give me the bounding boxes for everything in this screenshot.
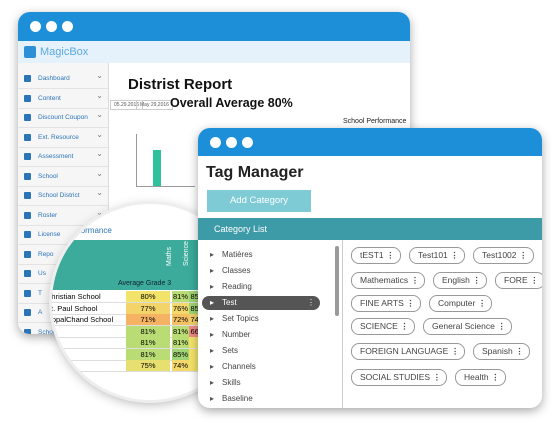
category-item[interactable]: Number	[202, 328, 320, 342]
menu-item[interactable]: Assessment	[18, 144, 108, 167]
scrollbar[interactable]	[335, 246, 339, 316]
menu-label: Discount Coupon	[38, 114, 88, 121]
menu-label: Content	[38, 94, 61, 102]
tag[interactable]: SCIENCE	[351, 318, 415, 335]
score-cell: 77%	[126, 302, 170, 314]
score-cell: 81%	[126, 348, 170, 360]
column-header: Science	[183, 241, 190, 266]
logo: MagicBox	[23, 46, 89, 58]
front-window: Tag Manager Add Category Category List M…	[198, 128, 542, 408]
score-cell: 74%	[172, 360, 189, 371]
menu-label: School	[38, 172, 58, 180]
menu-label: A	[38, 309, 43, 316]
menu-item[interactable]: School District	[18, 183, 108, 206]
menu-item[interactable]: Ext. Resource	[18, 125, 108, 148]
tag[interactable]: tEST1	[351, 247, 401, 264]
tag[interactable]: Health	[455, 369, 506, 386]
school-name: Christian School	[52, 292, 101, 301]
menu-label: License	[38, 231, 61, 238]
category-item[interactable]: Classes	[202, 264, 320, 278]
menu-item[interactable]: Discount Coupon	[18, 105, 108, 128]
tag[interactable]: Mathematics	[351, 272, 426, 289]
date-from[interactable]: 05.29.2016	[110, 100, 144, 110]
tag[interactable]: Computer	[429, 295, 493, 312]
tag[interactable]: Spanish	[473, 343, 530, 360]
category-item[interactable]: Matières	[202, 248, 320, 262]
score-cell: 72%	[172, 314, 189, 325]
school-name: GopalChand School	[52, 315, 114, 324]
dot	[210, 137, 221, 148]
dot	[30, 21, 41, 32]
tag[interactable]: SOCIAL STUDIES	[351, 369, 448, 386]
mini-chart	[136, 134, 195, 187]
tag[interactable]: Test1002	[473, 247, 534, 264]
score-cell: 81%	[126, 337, 170, 348]
tag[interactable]: General Science	[423, 318, 512, 335]
menu-label: Us	[38, 270, 46, 277]
category-item[interactable]: Baseline	[202, 392, 320, 406]
score-cell: 75%	[126, 360, 170, 371]
menu-label: Roster	[38, 211, 58, 219]
column-header: Maths	[166, 246, 173, 266]
tag[interactable]: FINE ARTS	[351, 295, 421, 312]
tag[interactable]: FOREIGN LANGUAGE	[351, 343, 466, 360]
chart-title: School Performance	[343, 118, 407, 125]
dot	[62, 21, 73, 32]
title-bar	[18, 12, 410, 41]
title-bar	[198, 128, 542, 156]
score-cell: 76%	[172, 302, 189, 314]
dot	[46, 21, 57, 32]
tag[interactable]: FORE	[495, 272, 542, 289]
menu-label: Dashboard	[38, 75, 70, 82]
add-category-button[interactable]: Add Category	[207, 190, 311, 212]
score-cell: 85%	[172, 348, 189, 360]
category-item[interactable]: Sets	[202, 344, 320, 358]
report-title: Distrist Report	[128, 76, 233, 93]
menu-item[interactable]: School	[18, 164, 108, 187]
overall-average: Overall Average 80%	[170, 96, 293, 110]
header	[18, 41, 410, 63]
list-header: Category List	[198, 218, 542, 240]
divider	[342, 240, 343, 408]
score-cell: 81%	[126, 325, 170, 337]
menu-item[interactable]: Dashboard	[18, 66, 108, 89]
menu-label: Schools	[38, 328, 62, 335]
window-title: Tag Manager	[206, 164, 304, 181]
tag[interactable]: Test101	[409, 247, 465, 264]
menu-item[interactable]: Content	[18, 86, 108, 109]
score-cell: 81%	[172, 291, 189, 302]
category-item[interactable]: Test	[202, 296, 320, 310]
tag[interactable]: English	[433, 272, 487, 289]
table-title: Performance	[66, 226, 112, 235]
school-name: lar	[52, 338, 55, 347]
category-item[interactable]: Reading	[202, 280, 320, 294]
menu-label: T	[38, 289, 42, 297]
dot	[242, 137, 253, 148]
menu-label: Repo	[38, 250, 54, 258]
category-item[interactable]: Set Topics	[202, 312, 320, 326]
score-cell: 81%	[172, 337, 189, 348]
column-header: Average Grade 3	[118, 280, 172, 287]
school-name: St. Paul School	[52, 303, 98, 313]
date-to[interactable]: May 29,2016	[136, 100, 173, 110]
category-item[interactable]: Skills	[202, 376, 320, 390]
score-cell: 80%	[126, 291, 170, 302]
bar	[153, 150, 161, 186]
dot	[226, 137, 237, 148]
menu-label: Ext. Resource	[38, 133, 79, 141]
score-cell: 71%	[126, 314, 170, 325]
category-item[interactable]: Channels	[202, 360, 320, 374]
menu-label: School District	[38, 192, 80, 199]
score-cell: 81%	[172, 325, 189, 337]
menu-label: Assessment	[38, 153, 74, 160]
